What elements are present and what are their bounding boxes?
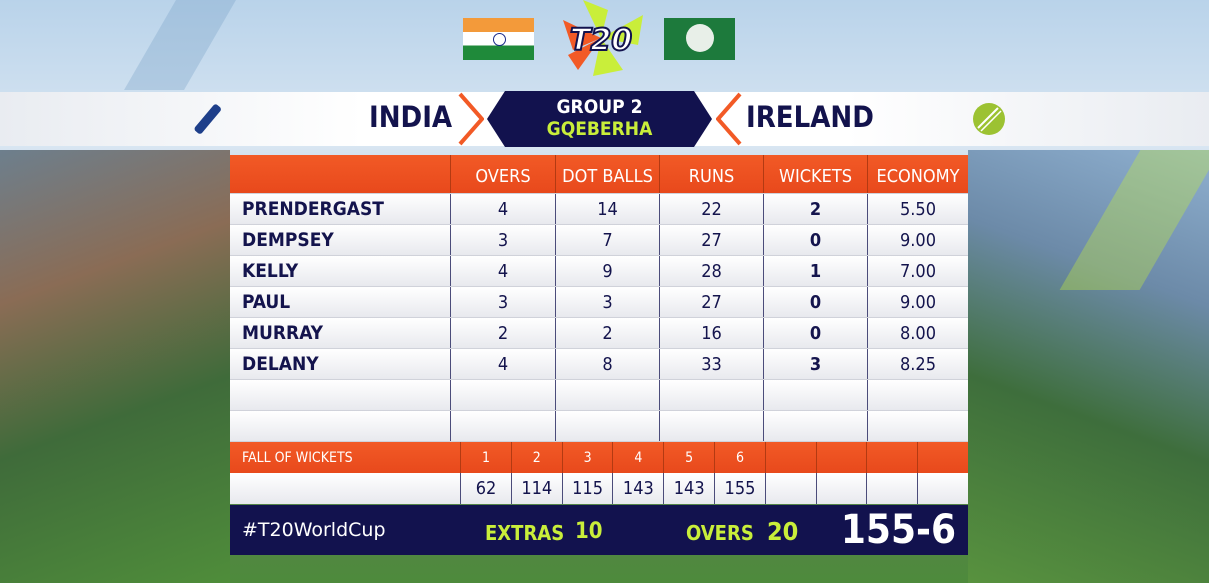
bowler-name: MURRAY [242, 322, 324, 344]
table-row: DEMPSEY 3 7 27 0 9.00 [230, 225, 968, 256]
economy-cell: 7.00 [867, 256, 968, 286]
fow-number-cell [815, 442, 867, 473]
ireland-flag [664, 18, 735, 60]
chevron-right-decor [458, 92, 484, 146]
venue-label: GQEBERHA [546, 118, 653, 140]
fow-number-cell: 3 [561, 442, 613, 473]
dot-balls-cell: 14 [555, 194, 659, 224]
economy-cell: 9.00 [867, 225, 968, 255]
table-row: DELANY 4 8 33 3 8.25 [230, 349, 968, 380]
fow-score-cell: 62 [460, 473, 511, 504]
fow-number-cell [764, 442, 816, 473]
bowling-scorecard: OVERS DOT BALLS RUNS WICKETS ECONOMY PRE… [230, 155, 968, 504]
fow-score-cell: 155 [714, 473, 765, 504]
dot-balls-cell: 3 [555, 287, 659, 317]
fow-score-cell [764, 473, 816, 504]
decor-stripe [124, 0, 236, 90]
bat-icon [194, 104, 221, 134]
stadium-background-left [0, 150, 230, 583]
overs-cell: 3 [450, 287, 555, 317]
fow-score-cell: 115 [561, 473, 613, 504]
ball-icon [973, 103, 1005, 135]
overs-cell: 4 [450, 349, 555, 379]
fow-score-cell [815, 473, 867, 504]
table-header: OVERS DOT BALLS RUNS WICKETS ECONOMY [230, 155, 968, 194]
fow-number-cell: 2 [510, 442, 562, 473]
extras-label: EXTRAS [485, 521, 565, 545]
runs-cell: 33 [659, 349, 763, 379]
fow-score-cell: 114 [510, 473, 562, 504]
table-row: PRENDERGAST 4 14 22 2 5.50 [230, 194, 968, 225]
overs-cell: 4 [450, 256, 555, 286]
col-overs: OVERS [450, 155, 555, 193]
runs-cell: 27 [659, 287, 763, 317]
fow-score-cell: 143 [612, 473, 663, 504]
overs-cell: 4 [450, 194, 555, 224]
table-row-empty [230, 380, 968, 411]
fow-number-cell: 6 [714, 442, 765, 473]
batting-team-name: INDIA [369, 100, 453, 134]
wickets-cell: 0 [763, 318, 867, 348]
wickets-cell: 1 [763, 256, 867, 286]
dot-balls-cell: 7 [555, 225, 659, 255]
wickets-cell: 0 [763, 225, 867, 255]
dot-balls-cell: 2 [555, 318, 659, 348]
fow-score-cell [917, 473, 968, 504]
runs-cell: 28 [659, 256, 763, 286]
table-row: PAUL 3 3 27 0 9.00 [230, 287, 968, 318]
hashtag: #T20WorldCup [242, 519, 386, 541]
economy-cell: 9.00 [867, 287, 968, 317]
economy-cell: 8.00 [867, 318, 968, 348]
col-runs: RUNS [659, 155, 763, 193]
overs-value: 20 [767, 517, 799, 546]
fow-number-cell: 5 [663, 442, 714, 473]
runs-cell: 22 [659, 194, 763, 224]
fow-number-cell: 1 [460, 442, 511, 473]
india-flag [463, 18, 534, 60]
match-info-badge: GROUP 2 GQEBERHA [487, 91, 712, 147]
economy-cell: 5.50 [867, 194, 968, 224]
dot-balls-cell: 8 [555, 349, 659, 379]
economy-cell: 8.25 [867, 349, 968, 379]
group-label: GROUP 2 [556, 96, 643, 118]
overs-label: OVERS [686, 521, 754, 545]
col-dot-balls: DOT BALLS [555, 155, 659, 193]
overs-cell: 3 [450, 225, 555, 255]
overs-cell: 2 [450, 318, 555, 348]
dot-balls-cell: 9 [555, 256, 659, 286]
bowler-name: DEMPSEY [242, 229, 334, 251]
fall-of-wickets-label: FALL OF WICKETS [242, 449, 353, 466]
svg-text:T20: T20 [570, 23, 632, 58]
runs-cell: 27 [659, 225, 763, 255]
fow-number-cell [866, 442, 917, 473]
header-blank [230, 155, 450, 193]
fow-number-cell: 4 [612, 442, 663, 473]
t20-logo: T20 [563, 0, 643, 76]
fow-score-cell [866, 473, 917, 504]
bowler-name: KELLY [242, 260, 299, 282]
stadium-background-right [968, 150, 1209, 583]
chevron-left-decor [716, 92, 742, 146]
bowler-name: PAUL [242, 291, 291, 313]
fall-of-wickets-scores: 62 114 115 143 143 155 [230, 473, 968, 504]
wickets-cell: 2 [763, 194, 867, 224]
fow-score-cell: 143 [663, 473, 714, 504]
bowler-name: PRENDERGAST [242, 198, 384, 220]
bowler-name: DELANY [242, 353, 319, 375]
fow-number-cell [917, 442, 968, 473]
runs-cell: 16 [659, 318, 763, 348]
score-footer: #T20WorldCup EXTRAS 10 OVERS 20 155-6 [230, 505, 968, 555]
col-wickets: WICKETS [763, 155, 867, 193]
table-row-empty [230, 411, 968, 442]
col-economy: ECONOMY [867, 155, 968, 193]
extras-value: 10 [575, 519, 603, 544]
total-score: 155-6 [840, 507, 956, 553]
table-row: MURRAY 2 2 16 0 8.00 [230, 318, 968, 349]
table-row: KELLY 4 9 28 1 7.00 [230, 256, 968, 287]
bowling-team-name: IRELAND [746, 100, 874, 134]
wickets-cell: 3 [763, 349, 867, 379]
wickets-cell: 0 [763, 287, 867, 317]
